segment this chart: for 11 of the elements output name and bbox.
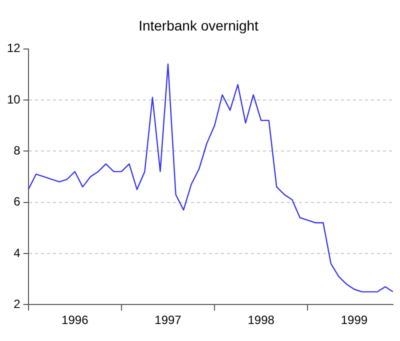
y-tick-label: 12 (6, 41, 21, 56)
y-tick-label: 10 (6, 92, 21, 106)
x-tick-label: 1996 (62, 313, 89, 328)
y-tick-label: 8 (14, 143, 21, 158)
y-tick-label: 4 (14, 246, 21, 260)
chart-title: Interbank overnight (138, 17, 259, 34)
x-tick-label: 1997 (154, 313, 182, 328)
y-tick-label: 6 (14, 194, 21, 209)
x-tick-label: 1999 (340, 313, 368, 328)
x-tick-label: 1998 (248, 313, 275, 328)
y-tick-label: 2 (14, 296, 21, 311)
